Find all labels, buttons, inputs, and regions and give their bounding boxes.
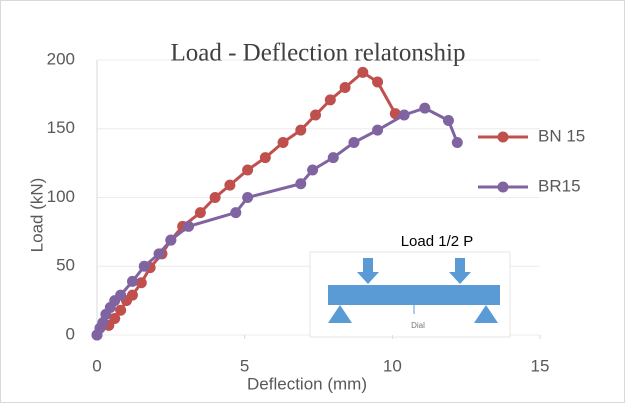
beam	[328, 285, 500, 305]
y-tick-label: 0	[66, 324, 75, 343]
data-point	[230, 207, 241, 218]
data-point	[165, 235, 176, 246]
legend-marker	[498, 182, 509, 193]
data-point	[443, 115, 454, 126]
legend-marker	[498, 132, 509, 143]
data-point	[127, 290, 138, 301]
x-tick-label: 0	[92, 356, 101, 375]
data-point	[295, 125, 306, 136]
data-point	[278, 137, 289, 148]
data-point	[183, 221, 194, 232]
data-point	[340, 82, 351, 93]
y-tick-label: 50	[56, 256, 75, 275]
x-tick-label: 5	[240, 356, 249, 375]
inset-label: Load 1/2 P	[401, 233, 474, 250]
data-point	[328, 152, 339, 163]
data-point	[357, 67, 368, 78]
x-tick-label: 15	[531, 356, 550, 375]
y-tick-label: 200	[47, 49, 75, 68]
chart-title: Load - Deflection relatonship	[170, 40, 465, 67]
data-point	[154, 248, 165, 259]
data-point	[242, 165, 253, 176]
data-point	[115, 290, 126, 301]
data-point	[348, 137, 359, 148]
data-point	[210, 192, 221, 203]
x-axis-label: Deflection (mm)	[247, 374, 367, 393]
data-point	[372, 77, 383, 88]
data-point	[452, 137, 463, 148]
dial-label: Dial	[411, 321, 425, 330]
y-tick-label: 150	[47, 118, 75, 137]
chart: Load 1/2 P Dial Load - Deflection relato…	[0, 0, 625, 403]
data-point	[115, 305, 126, 316]
data-point	[307, 165, 318, 176]
data-point	[127, 276, 138, 287]
data-point	[295, 178, 306, 189]
legend-label: BR15	[538, 176, 581, 195]
data-point	[325, 94, 336, 105]
data-point	[310, 110, 321, 121]
data-point	[419, 103, 430, 114]
data-point	[195, 207, 206, 218]
data-point	[260, 152, 271, 163]
page: Load 1/2 P Dial Load - Deflection relato…	[0, 0, 625, 403]
x-tick-label: 10	[383, 356, 402, 375]
data-point	[242, 192, 253, 203]
y-axis-label: Load (kN)	[27, 178, 46, 253]
data-point	[224, 180, 235, 191]
y-tick-label: 100	[47, 187, 75, 206]
data-point	[139, 261, 150, 272]
data-point	[399, 110, 410, 121]
legend-label: BN 15	[538, 126, 585, 145]
data-point	[372, 125, 383, 136]
